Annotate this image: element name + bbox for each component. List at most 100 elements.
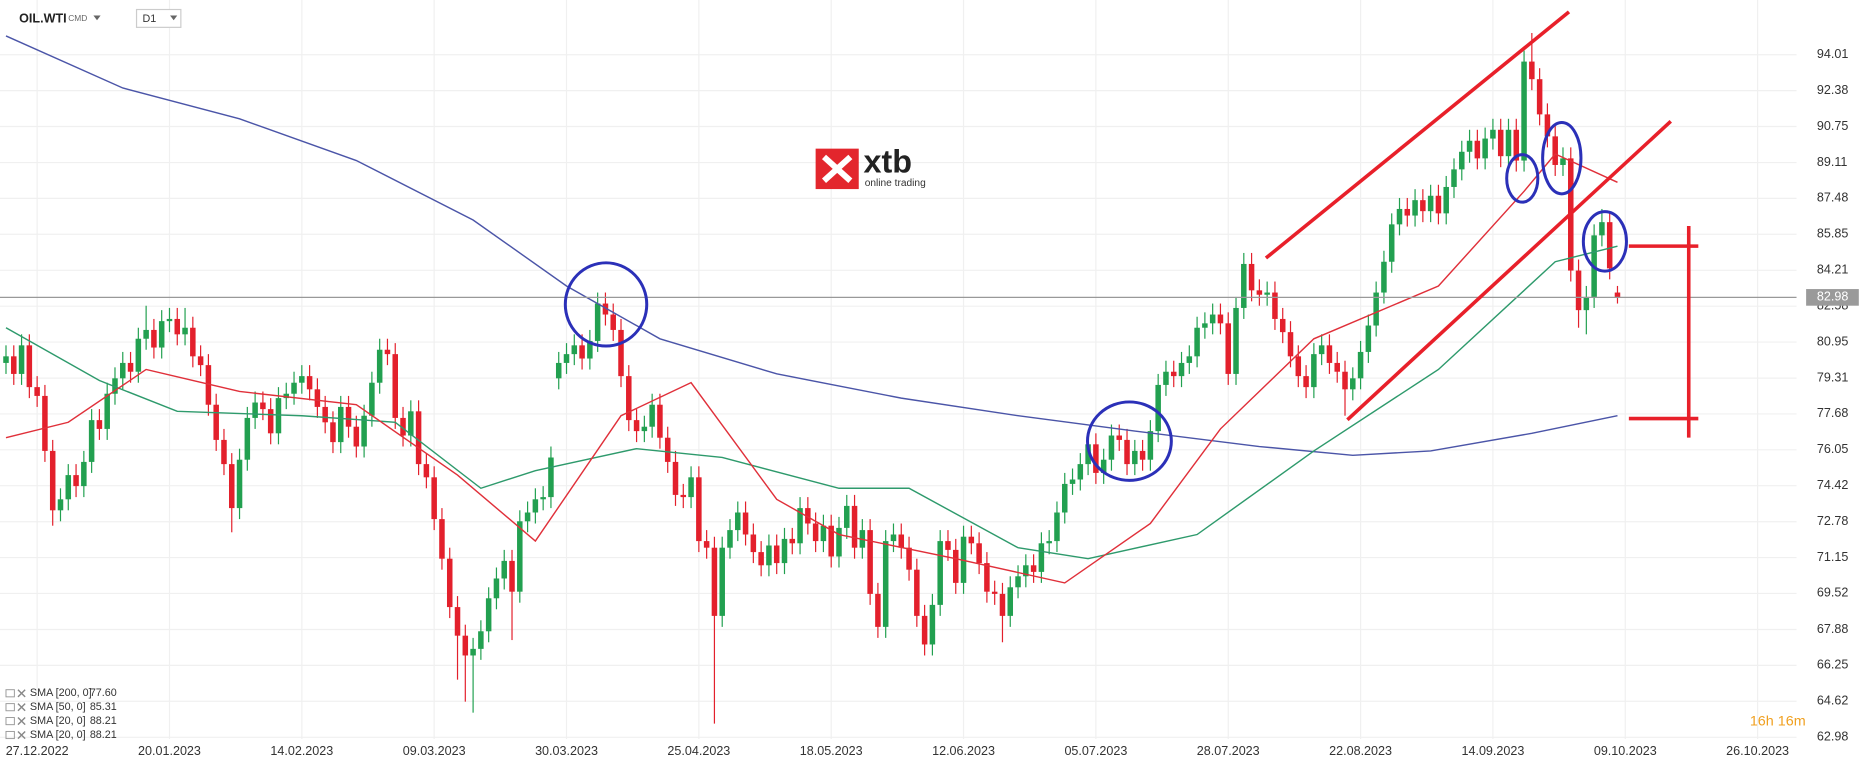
legend-name: SMA [20, 0] (30, 729, 86, 741)
candle-body (882, 541, 889, 627)
candle-body (283, 393, 290, 399)
sma-line (5, 35, 1618, 457)
candle-body (1061, 483, 1068, 513)
timer: 16h 16m (1750, 714, 1806, 730)
y-tick-label: 92.38 (1817, 83, 1848, 97)
candle-body (252, 402, 258, 418)
candle-body (143, 329, 149, 339)
interval[interactable]: D1 (143, 13, 157, 25)
circle-highlight (1086, 400, 1173, 482)
candle-body (221, 439, 227, 465)
candle-body (587, 340, 593, 359)
candle-body (1311, 354, 1317, 388)
candle-body (890, 534, 897, 542)
candle-body (267, 409, 274, 434)
candle-body (376, 349, 383, 383)
legend-value: 77.60 (90, 687, 117, 699)
candle-body (836, 527, 842, 557)
candle-body (742, 512, 749, 535)
candle-body (1544, 114, 1551, 137)
candle-body (96, 420, 103, 429)
y-tick-label: 69.52 (1817, 586, 1848, 600)
candle-body (330, 422, 336, 443)
x-tick-label: 27.12.2022 (6, 744, 69, 758)
candle-body (641, 426, 648, 432)
candle-body (555, 362, 562, 379)
candle-body (1482, 138, 1488, 159)
candle-body (462, 635, 469, 656)
candle-body (1536, 79, 1543, 115)
candle-body (1279, 318, 1286, 333)
candle-body (1412, 200, 1418, 216)
candle-body (1178, 362, 1185, 377)
x-tick-label: 09.10.2023 (1594, 744, 1657, 758)
candle-body (1054, 512, 1060, 542)
y-tick-label: 90.75 (1817, 119, 1848, 133)
candle-body (1490, 129, 1496, 139)
dropdown-arrow[interactable] (170, 15, 178, 21)
candle-body (392, 354, 398, 418)
x-tick-label: 09.03.2023 (403, 744, 466, 758)
candle-body (750, 534, 757, 553)
candle-body (1256, 290, 1263, 295)
candle-body (1373, 292, 1379, 326)
candle-body (3, 356, 9, 363)
candle-body (1155, 384, 1161, 432)
candle-body (42, 395, 48, 451)
candle-body (875, 593, 881, 627)
candle-body (65, 475, 72, 500)
candle-body (1225, 323, 1231, 374)
interval-box[interactable] (135, 8, 182, 28)
annotations (563, 10, 1699, 482)
legend-name: SMA [20, 0] (30, 715, 86, 727)
candle-body (680, 494, 687, 498)
candle-body (446, 558, 453, 608)
candle-body (1046, 541, 1052, 544)
y-tick-label: 67.88 (1817, 622, 1848, 636)
y-tick-label: 84.21 (1817, 263, 1848, 277)
candle-body (758, 552, 764, 566)
candle-body (1552, 136, 1558, 165)
logo-tagline: online trading (865, 178, 926, 189)
candle-body (400, 417, 406, 436)
candle-body (1147, 431, 1154, 460)
legend-value: 88.21 (90, 729, 117, 741)
dropdown-arrow[interactable] (93, 15, 101, 21)
legend-remove-icon (17, 689, 26, 698)
candle-body (229, 464, 235, 509)
circle-highlight (1581, 210, 1628, 273)
candle-body (509, 560, 515, 592)
candle-body (1459, 151, 1465, 170)
y-tick-label: 87.48 (1817, 191, 1848, 205)
candle-body (1170, 371, 1177, 377)
legend-value: 85.31 (90, 701, 117, 713)
symbol[interactable]: OIL.WTI (19, 11, 66, 25)
candle-body (337, 406, 344, 443)
candle-body (1069, 479, 1076, 484)
candle-body (696, 477, 702, 542)
candle-body (454, 607, 461, 636)
candle-body (485, 598, 492, 632)
sma-line (5, 245, 1618, 560)
candle-body (306, 376, 313, 390)
legend-name: SMA [50, 0] (30, 701, 86, 713)
candle-body (1474, 140, 1481, 159)
candle-body (190, 327, 196, 357)
candle-body (384, 349, 391, 355)
candle-body (797, 508, 803, 544)
y-tick-label: 76.05 (1817, 442, 1848, 456)
candle-body (1575, 270, 1582, 311)
candle-body (18, 345, 25, 374)
legend-value: 88.21 (90, 715, 117, 727)
candle-body (929, 604, 936, 645)
candle-body (1396, 208, 1403, 225)
candle-body (345, 406, 352, 427)
candle-body (182, 327, 188, 335)
candle-body (104, 393, 110, 429)
candle-body (711, 547, 718, 616)
candle-body (851, 505, 858, 548)
legend-icon (5, 703, 15, 712)
candle-body (828, 525, 834, 557)
candle-body (937, 541, 943, 605)
